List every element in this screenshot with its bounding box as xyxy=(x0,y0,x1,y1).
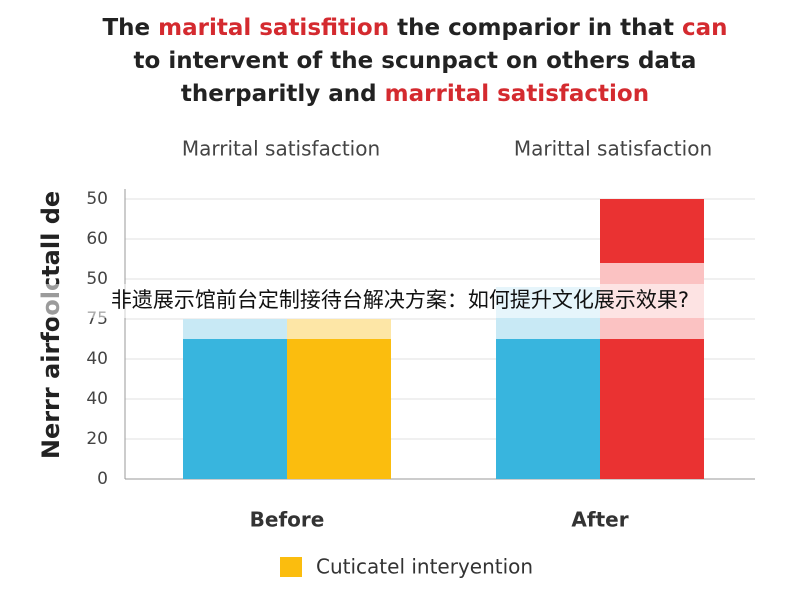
bar-segment xyxy=(183,339,287,479)
title-segment: marital satisfition xyxy=(158,15,389,41)
bar-segment xyxy=(600,339,704,479)
title-segment: therparitly and xyxy=(181,81,385,107)
title-segment: marrital satisfaction xyxy=(385,81,649,107)
legend-swatch xyxy=(280,557,302,577)
y-axis-label: Nerrr airfoolctall de xyxy=(37,191,65,459)
bar-segment xyxy=(183,319,287,339)
y-tick-label: 60 xyxy=(86,229,108,249)
y-tick-label: 40 xyxy=(86,349,108,369)
title-segment: to intervent of the scunpact on others d… xyxy=(134,48,697,74)
y-tick-label: 0 xyxy=(97,469,108,489)
bar-segment xyxy=(600,199,704,263)
y-tick-label: 20 xyxy=(86,429,108,449)
panel-title: Marrital satisfaction xyxy=(182,137,380,161)
overlay-text: 非遗展示馆前台定制接待台解决方案：如何提升文化展示效果? xyxy=(111,288,689,312)
bar-segment xyxy=(287,339,391,479)
x-tick-label: After xyxy=(571,508,628,532)
y-tick-label: 50 xyxy=(86,189,108,209)
chart-title: The marital satisfition the comparior in… xyxy=(102,15,727,41)
y-tick-label: 40 xyxy=(86,389,108,409)
bar-segment xyxy=(287,319,391,339)
x-tick-label: Before xyxy=(250,508,325,532)
overlay-banner xyxy=(0,284,800,318)
chart-title: therparitly and marrital satisfaction xyxy=(181,81,649,107)
title-segment: can xyxy=(682,15,728,41)
title-segment: the comparior in that xyxy=(389,15,682,41)
panel-title: Marittal satisfaction xyxy=(514,137,712,161)
chart-title: to intervent of the scunpact on others d… xyxy=(134,48,697,74)
legend-label: Cuticatel interyention xyxy=(316,555,533,579)
bar-segment xyxy=(496,339,600,479)
title-segment: The xyxy=(102,15,158,41)
